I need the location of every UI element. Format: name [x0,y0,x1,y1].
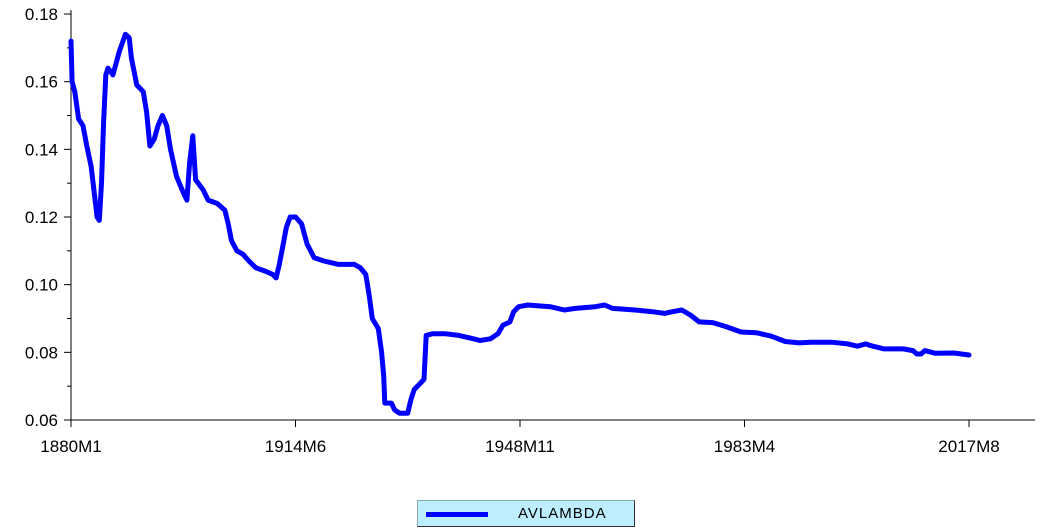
x-axis: 1880M1 1914M6 1948M11 1983M4 2017M8 [40,419,1035,456]
x-tick-label: 1948M11 [485,437,555,456]
line-chart: 0.06 0.08 0.10 0.12 0.14 0.16 0.18 1880M1 1914M… [25,5,1035,456]
series-line [68,31,972,416]
y-tick-label: 0.08 [25,343,58,362]
y-axis: 0.06 0.08 0.10 0.12 0.14 0.16 0.18 [25,5,72,430]
y-tick-label: 0.10 [25,276,58,295]
y-tick-label: 0.12 [25,208,58,227]
x-tick-label: 1880M1 [40,437,101,456]
x-tick-label: 1914M6 [265,437,326,456]
y-tick-label: 0.06 [25,411,58,430]
legend-label: AVLAMBDA [518,505,607,522]
series-layer [68,31,972,416]
y-tick-label: 0.18 [25,5,58,24]
y-tick-label: 0.16 [25,73,58,92]
y-tick-label: 0.14 [25,140,58,159]
legend-swatch [426,512,488,517]
x-tick-label: 2017M8 [938,437,999,456]
x-tick-label: 1983M4 [714,437,775,456]
legend: AVLAMBDA [417,500,635,527]
